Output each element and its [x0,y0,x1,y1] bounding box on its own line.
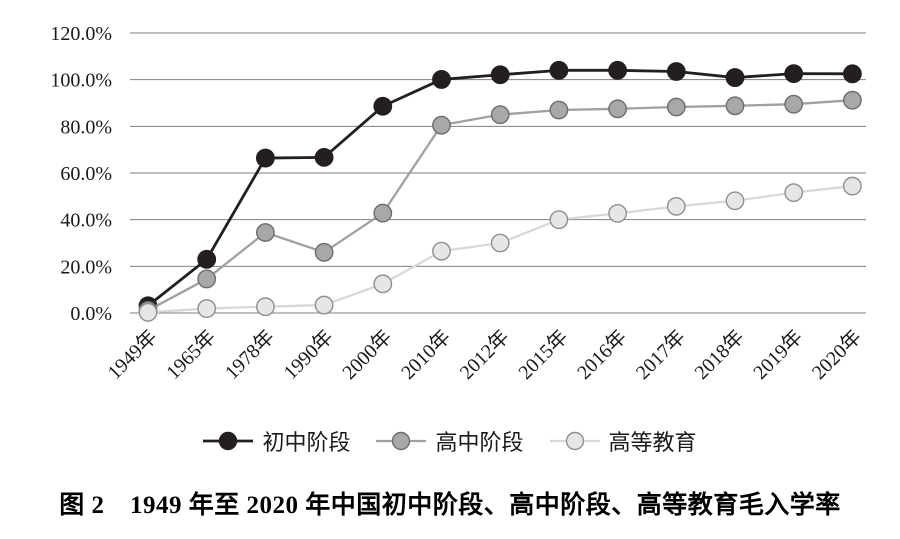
data-point [666,196,686,216]
figure-caption: 图 2 1949 年至 2020 年中国初中阶段、高中阶段、高等教育毛入学率 [59,492,841,519]
data-point [608,60,627,80]
legend-item-1: 高中阶段 [376,425,524,457]
data-point [490,105,510,125]
data-point [784,94,804,114]
legend-item-0: 初中阶段 [203,425,350,457]
data-point [725,191,745,211]
legend-dot [392,431,411,451]
data-point [255,297,275,317]
chart-legend: 初中阶段 高中阶段 高等教育 [0,425,900,457]
data-point [197,299,217,318]
x-tick-label: 2019年 [749,325,808,384]
series-1-points [138,90,862,320]
legend-marker-icon [549,431,600,451]
data-point [608,203,627,223]
data-point [666,62,686,81]
data-point [549,100,569,120]
y-tick-label: 0.0% [70,303,112,325]
y-tick-label: 60.0% [60,163,112,185]
x-tick-label: 1949年 [103,325,162,384]
x-tick-label: 2010年 [396,325,455,384]
data-point [197,269,217,289]
data-point [138,302,158,322]
line-chart: 0.0% 20.0% 40.0% 60.0% 80.0% 100.0% 120.0% 1949… [50,23,866,384]
data-point [549,60,569,80]
data-point [608,99,627,119]
data-point [784,183,804,203]
x-axis-labels: 1949年 1965年 1978年 1990年 2000年 2010年 2012年 2015年… [103,325,866,384]
data-point [549,210,569,230]
x-tick-label: 1978年 [220,325,279,384]
data-point [197,249,217,269]
data-point [432,241,451,261]
data-point [666,97,686,117]
x-tick-label: 1965年 [162,325,221,384]
data-point [373,96,393,116]
legend-label: 高中阶段 [435,430,524,455]
y-axis-labels: 0.0% 20.0% 40.0% 60.0% 80.0% 100.0% 120.0% [50,23,112,325]
legend-label: 高等教育 [608,430,697,455]
data-point [255,223,275,242]
data-point [314,147,334,167]
data-point [784,64,804,84]
data-point [432,70,451,89]
x-tick-label: 2018年 [690,325,749,384]
y-tick-label: 100.0% [50,70,112,92]
x-tick-label: 2012年 [455,325,514,384]
legend-marker-icon [203,431,254,451]
data-point [490,65,510,85]
data-point [725,68,745,87]
data-point [314,242,334,262]
x-tick-label: 2000年 [338,325,397,384]
x-tick-label: 2015年 [514,325,573,384]
data-point [490,233,510,253]
data-point [725,96,745,116]
data-point [373,274,393,294]
data-point [843,90,862,110]
series-path [147,99,853,312]
legend-dot [219,431,238,451]
x-tick-label: 1990年 [279,325,338,384]
y-tick-label: 120.0% [50,23,112,45]
series-0-points [138,60,862,316]
x-tick-label: 2016年 [572,325,631,384]
data-point [843,176,862,196]
data-point [373,203,393,223]
data-point [843,64,862,84]
legend-item-2: 高等教育 [549,425,697,457]
x-tick-label: 2020年 [807,325,866,384]
series-1-line [147,99,853,312]
y-tick-label: 40.0% [60,210,112,232]
legend-marker-icon [376,431,427,451]
legend-label: 初中阶段 [262,430,351,455]
y-tick-label: 20.0% [60,256,112,278]
series-2-points [138,176,862,322]
data-point [314,295,334,315]
legend-dot [565,431,584,451]
data-point [432,115,451,135]
data-point [255,148,275,168]
x-tick-label: 2017年 [631,325,690,384]
y-tick-label: 80.0% [60,116,112,138]
